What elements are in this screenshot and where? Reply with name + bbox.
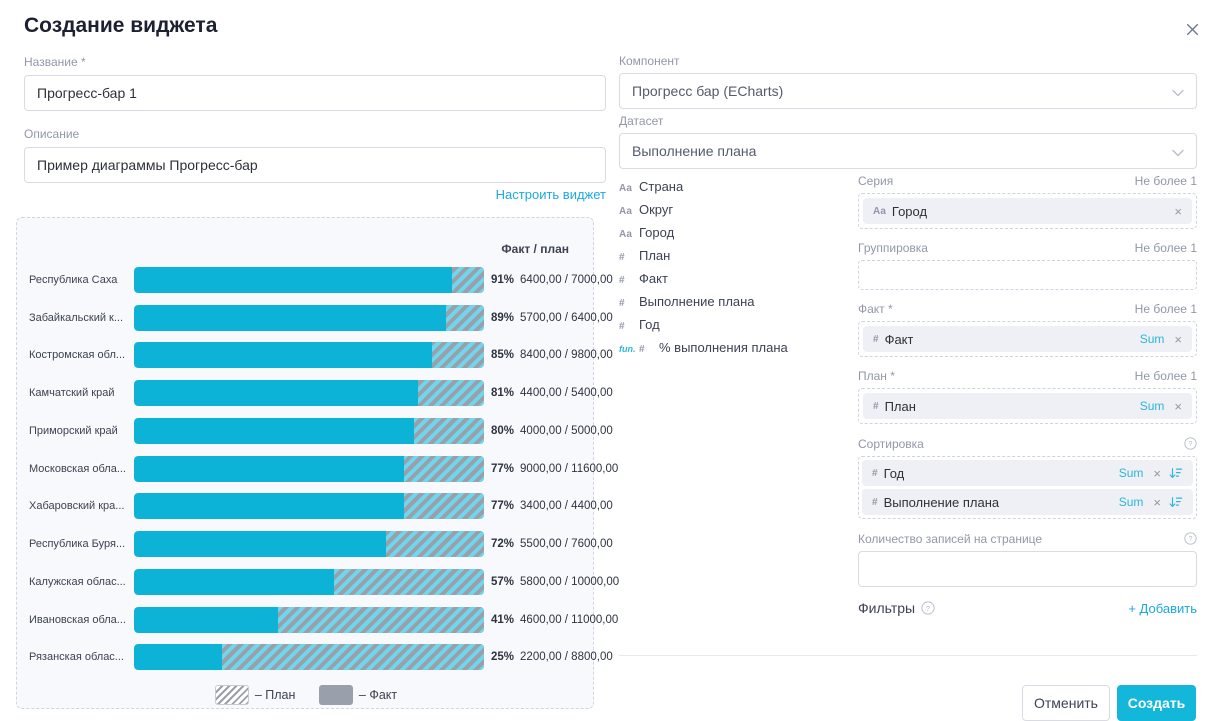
svg-text:?: ? (1189, 441, 1193, 448)
svg-text:?: ? (926, 604, 930, 613)
svg-text:?: ? (1189, 536, 1193, 543)
